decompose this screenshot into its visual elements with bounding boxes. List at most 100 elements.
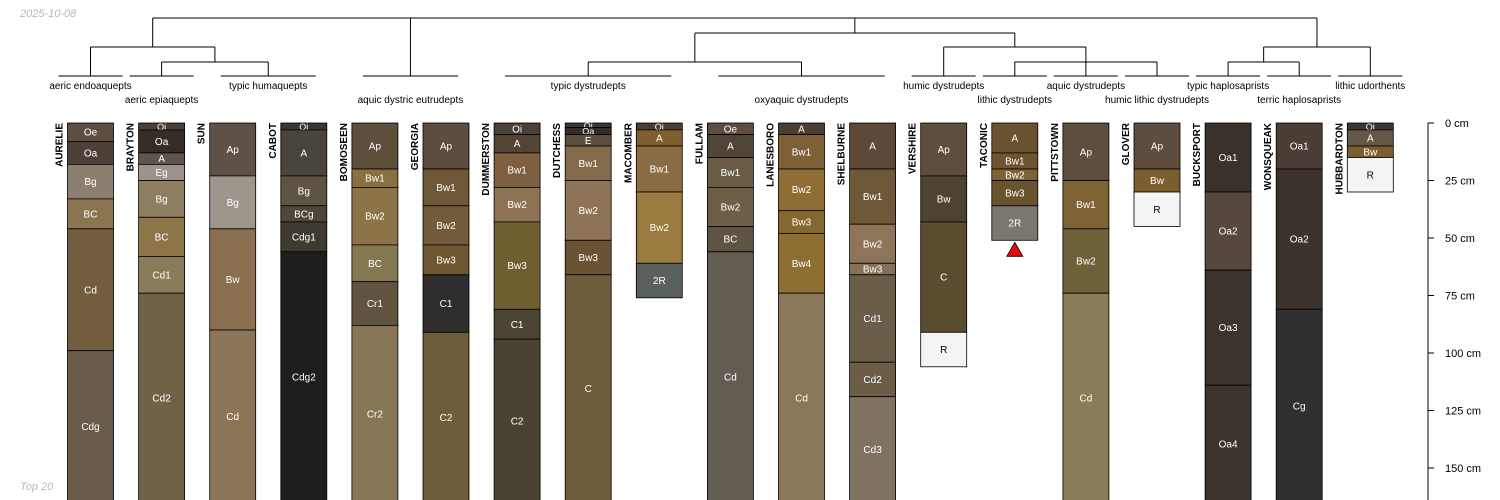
horizon-label: Cd xyxy=(795,393,808,404)
horizon-r xyxy=(1346,157,1394,193)
horizon-label: Bw2 xyxy=(507,200,527,211)
horizon-label: Bw2 xyxy=(721,202,741,213)
horizon-label: Oa2 xyxy=(1219,227,1238,238)
profile-aurelie: AURELIE Oe Oa Bg BC Cd Cdg xyxy=(55,122,114,500)
horizon-label: A xyxy=(1367,133,1374,144)
horizon-bw1 xyxy=(1062,180,1110,230)
taxon-label: typic humaquepts xyxy=(229,81,307,92)
horizon-label: 2R xyxy=(1008,219,1021,230)
horizon-label: Bw3 xyxy=(578,253,598,264)
profile-pittstown: PITTSTOWN Ap Bw1 Bw2 Cd xyxy=(1050,122,1110,500)
profile-name: TACONIC xyxy=(979,123,990,168)
profile-name: WONSQUEAK xyxy=(1263,122,1274,190)
horizon-label: Oa xyxy=(84,148,98,159)
taxon-label: aeric endoaquepts xyxy=(49,81,131,92)
horizon-bw2 xyxy=(493,186,541,223)
horizon-2r xyxy=(635,262,683,299)
profile-georgia: GEORGIA Ap Bw1 Bw2 Bw3 C1 C2 xyxy=(410,122,470,500)
horizon-bw1 xyxy=(564,145,612,181)
profile-shelburne: SHELBURNE A Bw1 Bw2 Bw3 Cd1 Cd2 Cd3 xyxy=(837,122,896,500)
horizon-label: C xyxy=(585,384,592,395)
profile-brayton: BRAYTON Oi Oa A Eg Bg BC Cd1 Cd2 xyxy=(126,122,186,500)
horizon-label: Oi xyxy=(512,124,522,135)
profile-name: VERSHIRE xyxy=(908,123,919,174)
horizon-label: R xyxy=(1367,170,1374,181)
profile-name: HUBBARDTON xyxy=(1334,123,1345,194)
horizon-label: Ap xyxy=(1151,142,1164,153)
horizon-label: Bw2 xyxy=(1005,170,1025,181)
horizon-label: Oe xyxy=(84,128,98,139)
taxon-label: aeric epiaquepts xyxy=(125,95,198,106)
horizon-label: Cdg1 xyxy=(292,232,316,243)
taxonomic-dendrogram xyxy=(58,17,1403,77)
taxon-labels: aeric endoaquepts aeric epiaquepts typic h… xyxy=(49,81,1405,106)
horizon-ap xyxy=(1133,122,1181,170)
horizon-label: Ap xyxy=(1080,147,1093,158)
horizon-label: Oi xyxy=(584,121,593,131)
axis-tick-label: 150 cm xyxy=(1445,463,1481,475)
horizon-c2 xyxy=(493,338,541,500)
axis-tick-label: 100 cm xyxy=(1445,348,1481,360)
horizon-bg xyxy=(138,180,186,218)
horizon-bc xyxy=(138,216,186,257)
profile-name: BUCKSPORT xyxy=(1192,123,1203,186)
horizon-bg xyxy=(67,163,114,200)
horizon-label: Ap xyxy=(440,142,453,153)
horizon-label: Eg xyxy=(155,168,167,179)
horizon-bw xyxy=(209,228,257,331)
horizon-label: Oa xyxy=(582,127,594,137)
horizon-cd xyxy=(707,251,754,500)
horizon-label: Oa3 xyxy=(1219,323,1238,334)
horizon-label: Oa4 xyxy=(1219,439,1238,450)
profile-name: MACOMBER xyxy=(623,122,634,183)
horizon-cd3 xyxy=(849,396,896,500)
axis-tick-label: 25 cm xyxy=(1445,176,1475,188)
horizon-label: A xyxy=(514,139,521,150)
profile-bomoseen: BOMOSEEN Ap Bw1 Bw2 BC Cr1 Cr2 xyxy=(339,122,399,500)
horizon-cd2 xyxy=(849,361,896,398)
profile-lanesboro: LANESBORO A Bw1 Bw2 Bw3 Bw4 Cd xyxy=(766,122,825,500)
horizon-label: Cdg2 xyxy=(292,373,316,384)
profile-name: DUMMERSTON xyxy=(481,123,492,196)
horizon-label: Bw2 xyxy=(863,239,883,250)
horizon-bw3 xyxy=(422,244,470,276)
horizon-label: Bg xyxy=(227,198,239,209)
horizon-oa1 xyxy=(1204,122,1252,193)
profile-cabot: CABOT Oi A Bg BCg Cdg1 Cdg2 xyxy=(268,122,328,500)
horizon-bw2 xyxy=(635,191,683,264)
horizon-label: Bw4 xyxy=(792,259,812,270)
horizon-label: R xyxy=(1153,205,1160,216)
profile-name: PITTSTOWN xyxy=(1050,123,1061,182)
horizon-label: Bw2 xyxy=(792,185,812,196)
horizon-bw1 xyxy=(849,168,896,225)
horizon-label: A xyxy=(798,124,805,135)
profile-hubbardton: HUBBARDTON OiA Bw R xyxy=(1334,122,1394,194)
horizon-label: Bw3 xyxy=(792,217,812,228)
horizon-label: C1 xyxy=(440,299,453,310)
horizon-label: Cr2 xyxy=(367,409,384,420)
footer-note: Top 20 xyxy=(20,481,54,493)
horizon-label: Bw2 xyxy=(650,223,670,234)
horizon-label: Ap xyxy=(369,142,382,153)
horizon-label: Cd2 xyxy=(863,375,882,386)
horizon-label: Cd xyxy=(84,285,97,296)
horizon-label: Bg xyxy=(84,177,96,188)
horizon-label: Bw2 xyxy=(436,221,456,232)
horizon-bw2 xyxy=(849,223,896,264)
profile-name: FULLAM xyxy=(694,123,705,164)
horizon-cdg xyxy=(67,350,114,500)
taxon-label: lithic udorthents xyxy=(1335,81,1405,92)
profile-taconic: TACONIC A Bw1 Bw2 Bw3 2R xyxy=(979,122,1039,241)
taxon-label: typic haplosaprists xyxy=(1187,81,1269,92)
profile-name: SUN xyxy=(197,123,208,144)
horizon-oa1 xyxy=(1275,122,1323,170)
horizon-label: Bw xyxy=(1363,147,1378,158)
horizon-label: Oi xyxy=(655,122,664,132)
horizon-bw2 xyxy=(707,186,754,227)
horizon-cd2 xyxy=(138,292,186,500)
horizon-bc xyxy=(351,244,399,283)
horizon-bw1 xyxy=(778,134,825,170)
taxon-label: oxyaquic dystrudepts xyxy=(755,95,849,106)
horizon-label: Bw1 xyxy=(436,183,456,194)
horizon-label: Oe xyxy=(724,124,738,135)
